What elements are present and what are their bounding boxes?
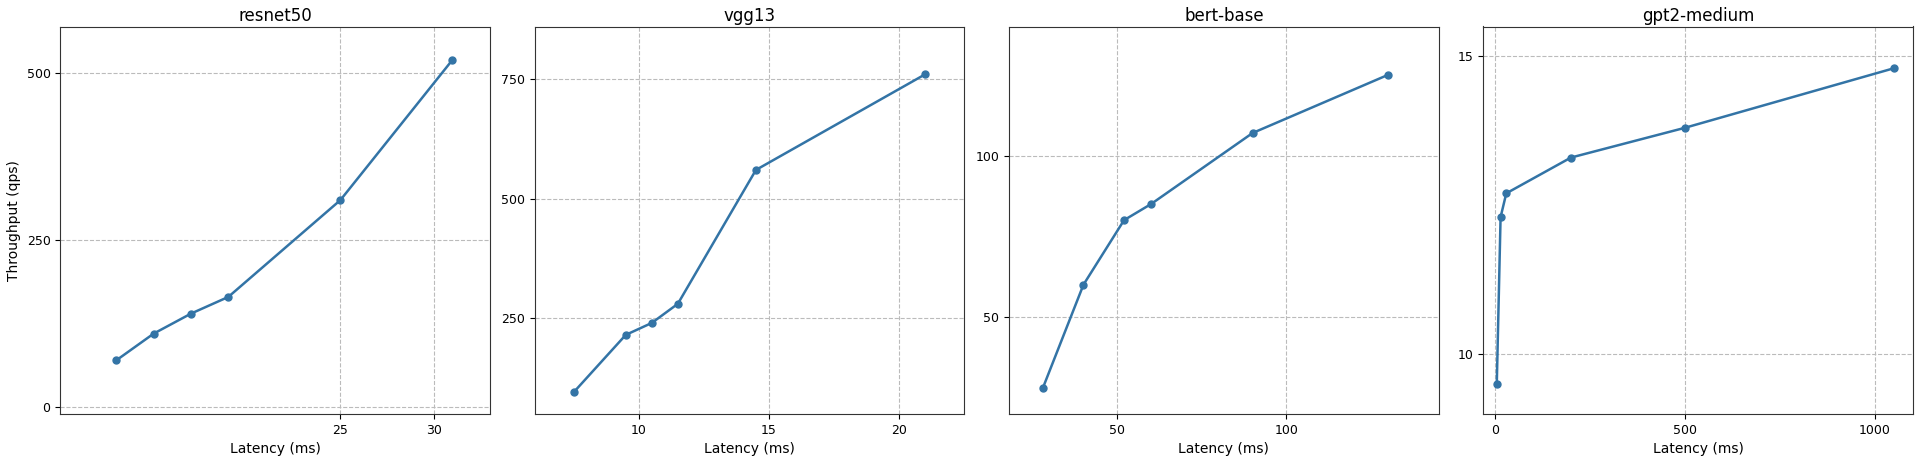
Title: bert-base: bert-base — [1185, 7, 1263, 25]
Title: vgg13: vgg13 — [724, 7, 776, 25]
X-axis label: Latency (ms): Latency (ms) — [1653, 442, 1743, 456]
X-axis label: Latency (ms): Latency (ms) — [705, 442, 795, 456]
X-axis label: Latency (ms): Latency (ms) — [1179, 442, 1269, 456]
X-axis label: Latency (ms): Latency (ms) — [230, 442, 321, 456]
Title: resnet50: resnet50 — [238, 7, 311, 25]
Title: gpt2-medium: gpt2-medium — [1642, 7, 1755, 25]
Y-axis label: Throughput (qps): Throughput (qps) — [8, 160, 21, 281]
